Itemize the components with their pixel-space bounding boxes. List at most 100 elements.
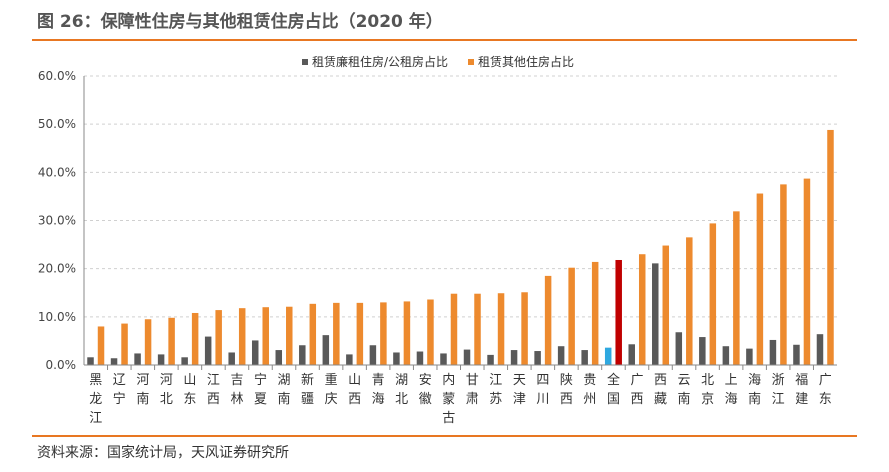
bar-series2 bbox=[474, 293, 481, 365]
legend-swatch-series-2 bbox=[468, 59, 474, 65]
x-tick-label: 湖北 bbox=[395, 373, 408, 407]
x-tick-label: 全国 bbox=[607, 372, 620, 407]
x-tick-label: 甘肃 bbox=[466, 373, 479, 407]
x-tick-label: 云南 bbox=[678, 373, 691, 407]
bar-series2 bbox=[286, 306, 293, 365]
y-tick-label: 50.0% bbox=[38, 117, 76, 131]
figure-header: 图 26：保障性住房与其他租赁住房占比（2020 年） bbox=[0, 0, 889, 44]
bar-series1 bbox=[299, 345, 306, 365]
x-tick-label: 四川 bbox=[536, 373, 549, 407]
x-tick-label: 新疆 bbox=[301, 372, 314, 407]
x-tick-label: 内蒙古 bbox=[442, 372, 455, 426]
x-tick-label: 陕西 bbox=[560, 373, 573, 407]
bar-series2 bbox=[215, 310, 222, 365]
bar-series1 bbox=[793, 344, 800, 365]
bar-series2 bbox=[144, 319, 152, 365]
bar-series2 bbox=[168, 317, 175, 365]
y-axis: 0.0% 10.0% 20.0% 30.0% 40.0% 50.0% 60.0% bbox=[38, 69, 85, 372]
x-tick-label: 天津 bbox=[513, 373, 526, 407]
bar-series1 bbox=[628, 344, 635, 365]
y-tick-label: 20.0% bbox=[38, 262, 76, 276]
x-tick-label: 吉林 bbox=[230, 373, 243, 407]
bar-series2 bbox=[638, 254, 646, 365]
legend-label-series-1: 租赁廉租住房/公租房占比 bbox=[312, 54, 448, 69]
bar-series2 bbox=[591, 261, 599, 365]
x-tick-label: 河北 bbox=[160, 373, 173, 407]
bar-series1 bbox=[581, 350, 588, 365]
bar-series2 bbox=[803, 178, 811, 365]
y-tick-label: 40.0% bbox=[38, 165, 76, 179]
x-tick-label: 黑龙江 bbox=[89, 373, 102, 426]
x-tick-label: 北京 bbox=[701, 373, 714, 407]
bar-series2 bbox=[544, 275, 552, 365]
bar-series2 bbox=[191, 312, 199, 365]
bar-chart: 租赁廉租住房/公租房占比 租赁其他住房占比 0.0% 10.0% 20.0% 30.0… bbox=[38, 54, 837, 426]
bar-series2 bbox=[121, 323, 128, 365]
bar-series2 bbox=[686, 237, 693, 365]
bar-series2 bbox=[97, 326, 105, 365]
x-axis: 黑龙江辽宁河南河北山东江西吉林宁夏湖南新疆重庆山西青海湖北安徽内蒙古甘肃江苏天津… bbox=[84, 364, 837, 426]
bar-series2 bbox=[827, 129, 834, 365]
bar-series1 bbox=[816, 334, 824, 365]
bar-series1 bbox=[181, 357, 188, 365]
bar-series2 bbox=[262, 307, 269, 365]
bar-series1 bbox=[228, 352, 235, 365]
bar-series1 bbox=[275, 350, 283, 365]
bar-series2 bbox=[521, 292, 528, 365]
x-tick-label: 宁夏 bbox=[254, 372, 267, 407]
bar-series1 bbox=[251, 340, 259, 365]
legend-label-series-2: 租赁其他住房占比 bbox=[478, 54, 574, 69]
bar-series1 bbox=[157, 354, 165, 365]
figure-title: 图 26：保障性住房与其他租赁住房占比（2020 年） bbox=[37, 12, 443, 32]
x-tick-label: 广东 bbox=[819, 373, 832, 407]
bar-series2 bbox=[403, 301, 411, 365]
x-tick-label: 青海 bbox=[372, 373, 385, 407]
bar-series1 bbox=[652, 263, 659, 365]
bar-series2 bbox=[450, 293, 458, 365]
x-tick-label: 江苏 bbox=[489, 373, 502, 407]
x-tick-label: 广西 bbox=[630, 373, 643, 407]
bar-series2 bbox=[333, 302, 340, 365]
x-tick-label: 上海 bbox=[725, 373, 738, 407]
x-tick-label: 山西 bbox=[348, 373, 361, 407]
bar-series1 bbox=[204, 336, 212, 365]
bar-series1 bbox=[322, 335, 330, 365]
gridlines bbox=[84, 75, 837, 318]
x-tick-label: 西藏 bbox=[654, 373, 667, 407]
bar-series2 bbox=[733, 211, 740, 365]
bar-series1 bbox=[699, 337, 706, 365]
bar-series1 bbox=[110, 358, 118, 365]
bar-series1 bbox=[393, 352, 400, 365]
bar-series1 bbox=[534, 351, 541, 365]
bar-series2 bbox=[380, 302, 387, 365]
bar-series2 bbox=[780, 184, 787, 365]
bar-series1 bbox=[675, 332, 683, 365]
bar-series2 bbox=[309, 303, 317, 365]
bar-series1 bbox=[87, 357, 94, 365]
bar-series2 bbox=[709, 223, 717, 365]
bar-series1 bbox=[416, 351, 424, 365]
bar-series1 bbox=[722, 346, 730, 365]
x-tick-label: 安徽 bbox=[419, 373, 432, 407]
bar-series1 bbox=[557, 346, 565, 365]
bar-series1 bbox=[346, 354, 353, 365]
bars bbox=[87, 129, 834, 365]
y-tick-label: 30.0% bbox=[38, 214, 76, 228]
x-tick-label: 山东 bbox=[183, 373, 196, 407]
x-tick-label: 贵州 bbox=[583, 373, 596, 407]
x-tick-label: 辽宁 bbox=[113, 373, 126, 407]
chart-legend: 租赁廉租住房/公租房占比 租赁其他住房占比 bbox=[302, 54, 574, 69]
bar-series2 bbox=[238, 308, 246, 365]
y-tick-label: 0.0% bbox=[46, 358, 77, 372]
bar-series2 bbox=[568, 267, 575, 365]
bar-series1 bbox=[510, 350, 518, 365]
y-tick-label: 60.0% bbox=[38, 69, 76, 83]
x-tick-label: 湖南 bbox=[278, 373, 291, 407]
bar-series2 bbox=[497, 293, 505, 365]
bar-series1 bbox=[604, 347, 612, 365]
bar-series1 bbox=[487, 354, 494, 365]
x-tick-label: 江西 bbox=[207, 373, 220, 407]
bar-series1 bbox=[369, 345, 377, 365]
legend-swatch-series-1 bbox=[302, 59, 308, 65]
x-tick-label: 浙江 bbox=[772, 373, 785, 407]
